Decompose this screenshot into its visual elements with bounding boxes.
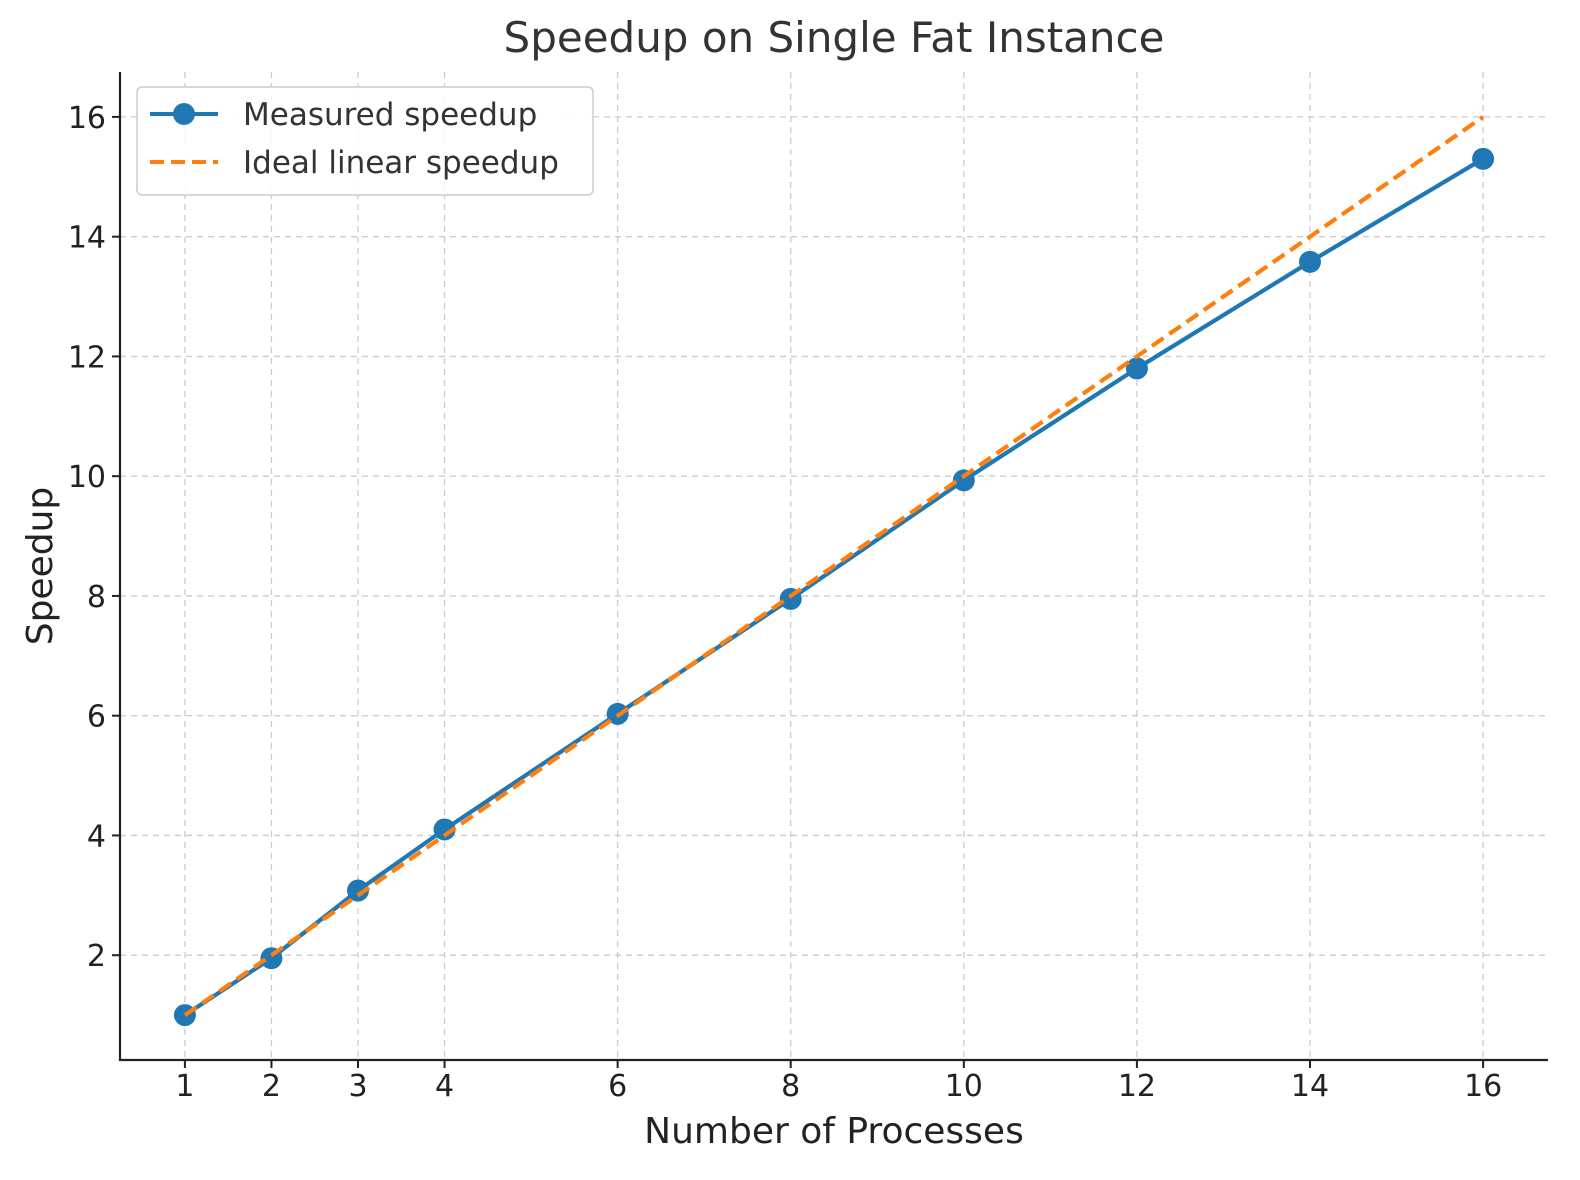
y-tick-label: 4 [87,819,106,854]
x-tick-label: 3 [348,1069,367,1104]
y-tick-label: 14 [68,221,106,256]
x-tick-label: 16 [1464,1069,1502,1104]
series-point-0 [433,818,456,841]
y-axis-label: Speedup [20,487,61,646]
chart-title: Speedup on Single Fat Instance [504,13,1165,62]
x-tick-label: 14 [1291,1069,1329,1104]
series-layer [173,115,1495,1027]
x-tick-label: 12 [1118,1069,1156,1104]
y-tick-label: 2 [87,939,106,974]
x-tick-label: 4 [435,1069,454,1104]
x-axis-label: Number of Processes [644,1111,1024,1152]
legend-measured-marker-icon [173,103,195,125]
y-tick-label: 16 [68,101,106,136]
x-tick-label: 2 [262,1069,281,1104]
series-point-0 [1472,147,1495,170]
x-tick-label: 10 [945,1069,983,1104]
legend-label-ideal: Ideal linear speedup [243,145,559,181]
x-tick-label: 6 [608,1069,627,1104]
axis-spines [118,72,1548,1062]
axes [118,72,1548,1062]
series-line-0 [183,157,1485,1017]
x-tick-label: 1 [175,1069,194,1104]
series-point-0 [347,879,369,902]
legend: Measured speedup Ideal linear speedup [136,86,594,196]
y-tick-label: 10 [68,460,106,495]
y-tick-label: 6 [87,700,106,735]
series-line-1 [183,115,1485,1017]
series-point-0 [1299,250,1321,273]
x-tick-label: 8 [781,1069,800,1104]
series-point-0 [1125,357,1148,380]
y-tick-label: 12 [68,340,106,375]
y-tick-label: 8 [87,580,106,615]
legend-label-measured: Measured speedup [243,97,537,133]
legend-box [136,86,594,196]
